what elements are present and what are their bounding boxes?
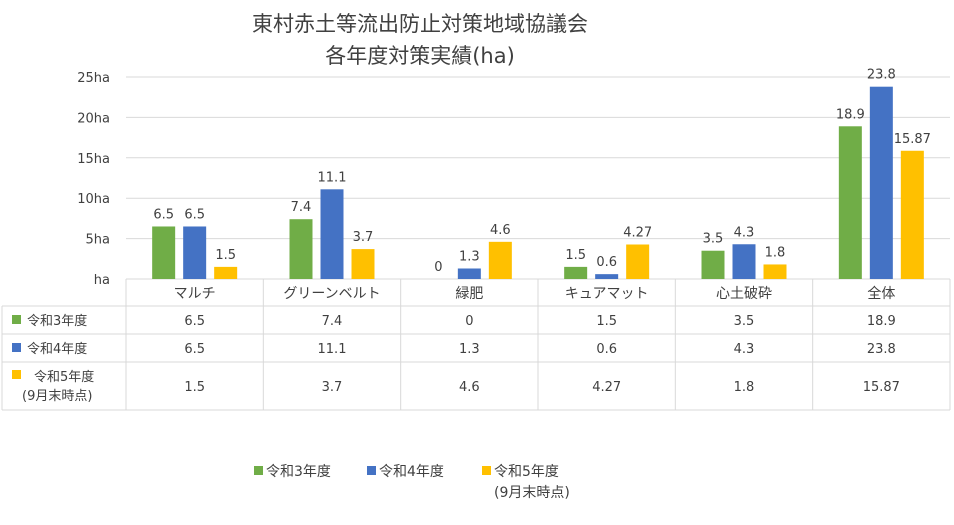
bar	[701, 250, 725, 279]
data-label: 3.7	[353, 230, 374, 245]
y-tick-label: 5ha	[86, 233, 110, 248]
bar	[763, 264, 787, 279]
bar	[152, 226, 176, 279]
category-label: キュアマット	[565, 286, 649, 302]
data-label: 6.5	[153, 207, 174, 222]
legend-key	[254, 466, 263, 475]
legend-label: 令和3年度	[266, 464, 331, 480]
legend-label: 令和5年度	[494, 464, 559, 480]
bar	[869, 86, 893, 279]
chart-subtitle: 各年度対策実績(ha)	[325, 44, 515, 68]
table-series-name: 令和4年度	[27, 341, 87, 357]
table-cell: 23.8	[867, 342, 896, 357]
data-label: 1.8	[765, 245, 786, 260]
table-legend-key	[12, 370, 21, 379]
table-cell: 0	[465, 314, 473, 329]
data-label: 4.3	[734, 225, 755, 240]
bar	[564, 266, 588, 279]
data-label: 11.1	[318, 170, 347, 185]
data-label: 0.6	[596, 255, 617, 270]
table-cell: 4.3	[734, 342, 755, 357]
table-cell: 1.8	[734, 380, 755, 395]
table-series-name: 令和3年度	[27, 313, 87, 329]
category-label: 緑肥	[455, 286, 483, 302]
table-cell: 0.6	[596, 342, 617, 357]
y-tick-label: 10ha	[77, 192, 110, 207]
table-cell: 1.5	[596, 314, 617, 329]
bar	[838, 126, 862, 280]
bar	[214, 266, 238, 279]
data-label: 1.5	[215, 248, 236, 263]
data-label: 4.27	[623, 225, 652, 240]
y-tick-label: 15ha	[77, 152, 110, 167]
bar	[595, 274, 619, 279]
table-series-name: 令和5年度	[34, 369, 94, 385]
y-tick-label: ha	[94, 273, 110, 288]
table-cell: 4.27	[592, 380, 621, 395]
bar	[320, 189, 344, 279]
table-series-note: (9月末時点)	[22, 389, 92, 404]
table-cell: 6.5	[184, 342, 205, 357]
bar	[626, 244, 650, 279]
category-label: グリーンベルト	[283, 286, 380, 302]
data-label: 7.4	[291, 200, 312, 215]
chart-title: 東村赤土等流出防止対策地域協議会	[252, 12, 588, 36]
table-cell: 3.5	[734, 314, 755, 329]
table-cell: 3.7	[322, 380, 343, 395]
legend-key	[367, 466, 376, 475]
table-cell: 4.6	[459, 380, 480, 395]
legend-label: 令和4年度	[379, 464, 444, 480]
y-tick-label: 20ha	[77, 111, 110, 126]
data-label: 23.8	[867, 68, 896, 83]
data-label: 3.5	[703, 232, 724, 247]
table-cell: 18.9	[867, 314, 896, 329]
bar	[457, 268, 481, 279]
category-label: マルチ	[174, 286, 216, 302]
table-cell: 11.1	[318, 342, 347, 357]
data-label: 18.9	[836, 107, 865, 122]
y-tick-label: 25ha	[77, 71, 110, 86]
data-label: 1.3	[459, 249, 480, 264]
table-legend-key	[12, 343, 21, 352]
bar	[183, 226, 207, 279]
legend-note: (9月末時点)	[494, 485, 570, 501]
category-label: 心土破砕	[716, 286, 772, 302]
bar	[488, 241, 512, 279]
bar	[900, 150, 924, 279]
table-cell: 1.5	[184, 380, 205, 395]
table-legend-key	[12, 315, 21, 324]
table-cell: 6.5	[184, 314, 205, 329]
bar	[351, 249, 375, 279]
table-cell: 15.87	[863, 380, 900, 395]
data-label: 0	[434, 260, 442, 275]
data-label: 4.6	[490, 223, 511, 238]
bar	[289, 219, 313, 279]
data-label: 15.87	[894, 132, 931, 147]
table-cell: 1.3	[459, 342, 480, 357]
table-cell: 7.4	[322, 314, 343, 329]
data-label: 1.5	[565, 248, 586, 263]
category-label: 全体	[867, 285, 895, 302]
data-label: 6.5	[184, 207, 205, 222]
legend-key	[482, 466, 491, 475]
bar	[732, 244, 756, 279]
